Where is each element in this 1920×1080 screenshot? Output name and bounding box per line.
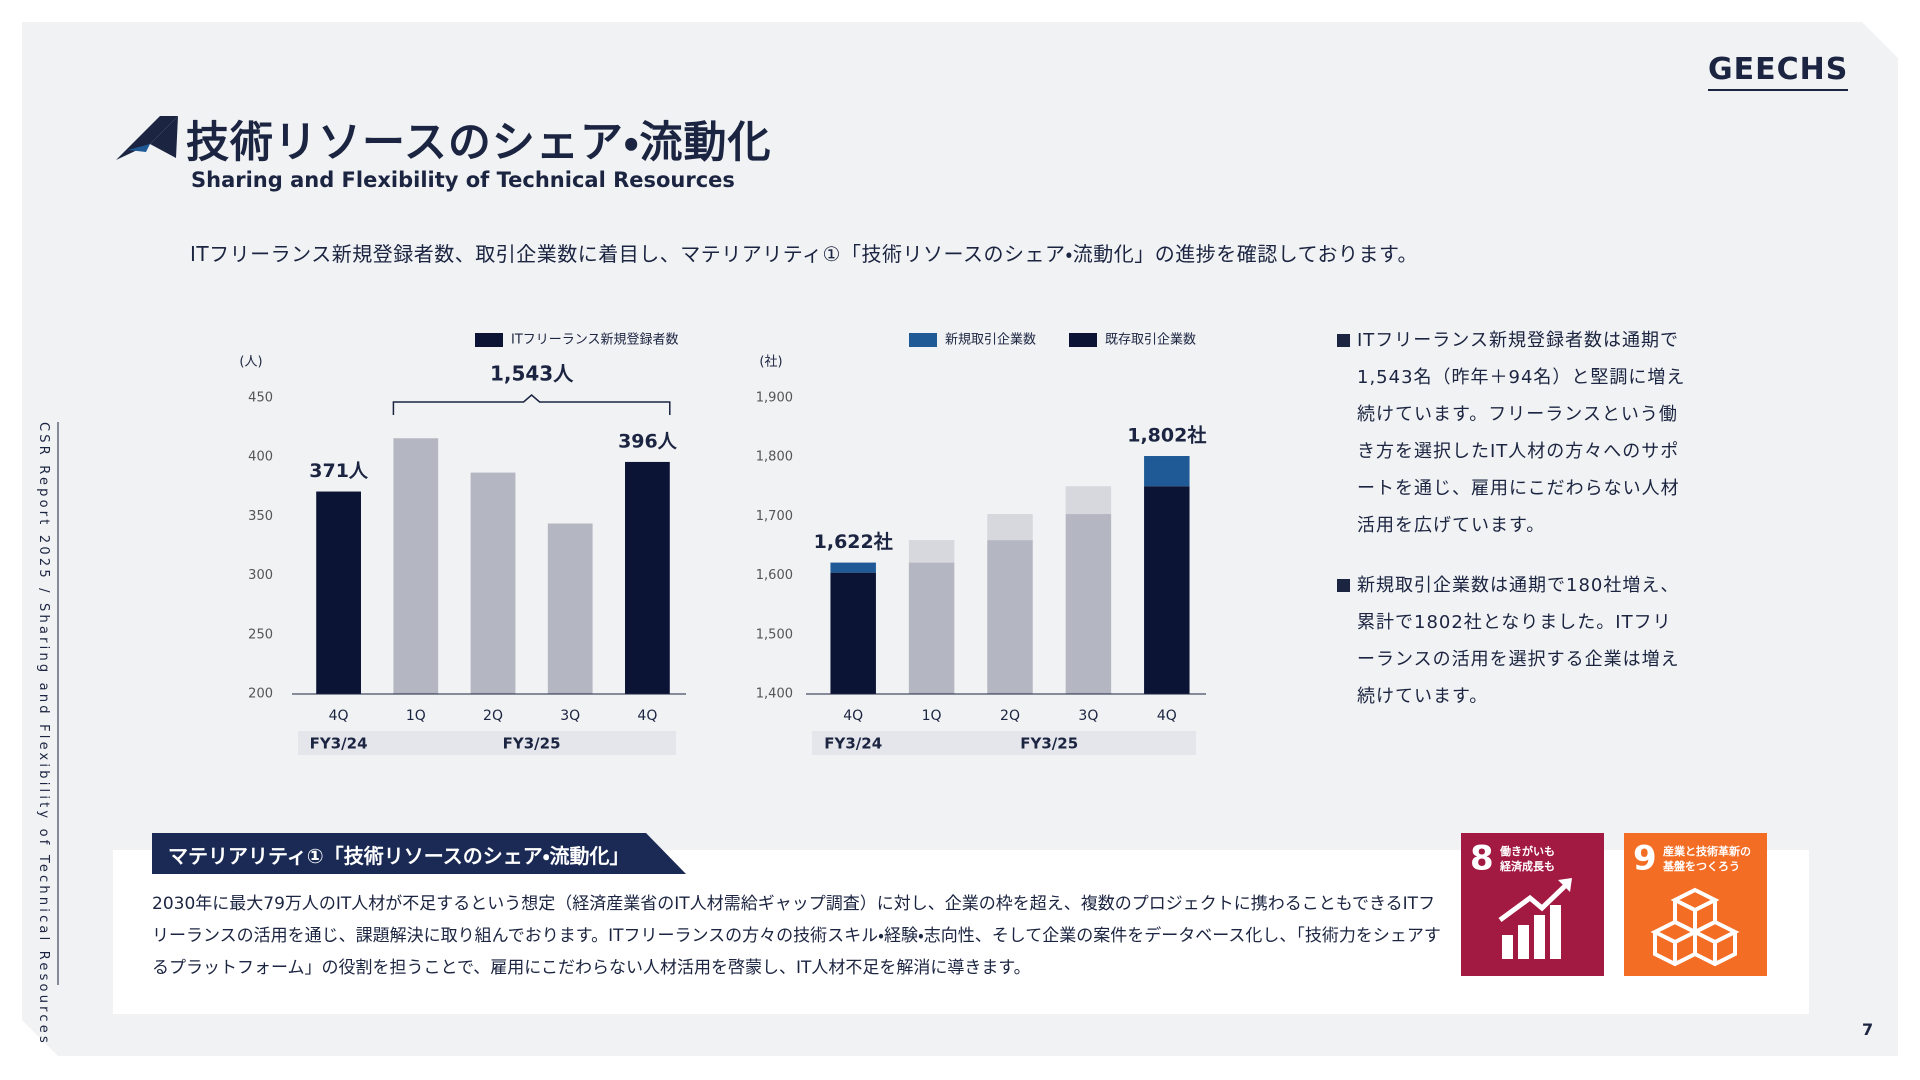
y-tick-label: 400 bbox=[248, 450, 273, 465]
x-tick-label: 3Q bbox=[1078, 708, 1098, 724]
y-tick-label: 1,400 bbox=[756, 687, 793, 702]
legend-swatch bbox=[475, 333, 503, 347]
side-caption: CSR Report 2025 / Sharing and Flexibilit… bbox=[36, 422, 51, 1046]
sdg-9: 9 産業と技術革新の 基盤をつくろう bbox=[1624, 833, 1767, 976]
y-tick-label: 1,600 bbox=[756, 568, 793, 583]
icon-stroke bbox=[150, 116, 178, 158]
materiality-tab bbox=[152, 833, 686, 874]
sdg-label: 産業と技術革新の bbox=[1663, 844, 1751, 858]
sdg-8: 8 働きがいも 経済成長も bbox=[1461, 833, 1604, 976]
legend-swatch bbox=[1069, 333, 1097, 347]
fiscal-band bbox=[812, 731, 1196, 755]
y-tick-label: 1,900 bbox=[756, 391, 793, 406]
bar-segment bbox=[830, 562, 876, 573]
materiality-body: 2030年に最大79万人のIT人材が不足するという想定（経済産業省のIT人材需給… bbox=[152, 894, 1441, 978]
y-tick-label: 1,700 bbox=[756, 509, 793, 524]
x-tick-label: 4Q bbox=[637, 708, 657, 724]
sdg-label: 経済成長も bbox=[1499, 859, 1555, 873]
bar-segment bbox=[830, 572, 876, 694]
bar bbox=[393, 438, 439, 694]
bar-segment bbox=[987, 540, 1033, 694]
sdg-number: 9 bbox=[1633, 839, 1657, 879]
chart: 1,400 1,500 1,600 1,700 1,800 1,900 (社) 1,622社 1… bbox=[756, 332, 1206, 755]
fiscal-label: FY3/24 bbox=[824, 735, 882, 753]
y-tick-label: 350 bbox=[248, 509, 273, 524]
y-tick-label: 250 bbox=[248, 627, 273, 642]
bracket bbox=[392, 394, 671, 415]
bar bbox=[470, 472, 516, 694]
sdg-label: 働きがいも bbox=[1499, 844, 1555, 858]
slide-background bbox=[22, 22, 1898, 1056]
bar-segment bbox=[1065, 486, 1112, 515]
x-tick-label: 4Q bbox=[843, 708, 863, 724]
y-tick-label: 200 bbox=[248, 687, 273, 702]
bar-segment bbox=[987, 514, 1033, 541]
sdg-icon bbox=[1650, 887, 1740, 967]
x-tick-label: 1Q bbox=[406, 708, 426, 724]
legend-label: ITフリーランス新規登録者数 bbox=[511, 333, 679, 348]
y-tick-label: 300 bbox=[248, 568, 273, 583]
note: ITフリーランス新規登録者数は通期で1,543名（昨年＋94名）と堅調に増え続け… bbox=[1337, 322, 1687, 544]
note: 新規取引企業数は通期で180社増え、累計で1802社となりました。ITフリーラン… bbox=[1337, 567, 1687, 715]
fiscal-label: FY3/25 bbox=[1020, 735, 1078, 753]
fiscal-label: FY3/24 bbox=[310, 735, 368, 753]
icon-accent bbox=[128, 144, 150, 152]
x-tick-label: 4Q bbox=[1157, 708, 1177, 724]
legend-label: 新規取引企業数 bbox=[945, 332, 1036, 348]
sdg-icon bbox=[1498, 878, 1572, 959]
sdg-label: 基盤をつくろう bbox=[1662, 859, 1740, 873]
bar-segment bbox=[1065, 514, 1112, 694]
value-label: 396人 bbox=[618, 430, 678, 452]
total-label: 1,802社 bbox=[1127, 424, 1206, 447]
bar-segment bbox=[908, 540, 955, 563]
bar-segment bbox=[908, 562, 955, 694]
x-tick-label: 1Q bbox=[922, 708, 942, 724]
axis-unit: (社) bbox=[759, 355, 782, 370]
fiscal-band bbox=[298, 731, 676, 755]
y-tick-label: 1,800 bbox=[756, 450, 793, 465]
page-number: 7 bbox=[1862, 1020, 1874, 1039]
icon-stroke bbox=[116, 116, 178, 160]
value-label: 371人 bbox=[309, 460, 369, 482]
sdg-tile bbox=[1461, 833, 1604, 976]
bracket-label: 1,543人 bbox=[490, 362, 574, 386]
bar bbox=[316, 491, 361, 694]
logo: GEECHS bbox=[1708, 52, 1849, 91]
total-label: 1,622社 bbox=[814, 530, 893, 553]
brand-icon bbox=[116, 116, 178, 160]
bar bbox=[625, 461, 670, 694]
x-tick-label: 2Q bbox=[483, 708, 503, 724]
y-tick-label: 450 bbox=[248, 391, 273, 406]
fiscal-label: FY3/25 bbox=[503, 735, 561, 753]
page-subtitle: Sharing and Flexibility of Technical Res… bbox=[191, 168, 735, 192]
axis-unit: (人) bbox=[239, 355, 262, 370]
x-tick-label: 2Q bbox=[1000, 708, 1020, 724]
x-tick-label: 4Q bbox=[329, 708, 349, 724]
materiality-title: マテリアリティ①「技術リソースのシェア・流動化」 bbox=[168, 844, 630, 868]
chart: 200 250 300 350 400 450 (人) 371人 396人 ITフリーランス新規登… bbox=[239, 333, 686, 755]
intro-text: ITフリーランス新規登録者数、取引企業数に着目し、マテリアリティ①「技術リソース… bbox=[190, 242, 1419, 266]
y-tick-label: 1,500 bbox=[756, 627, 793, 642]
bar-segment bbox=[1144, 456, 1190, 487]
sdg-number: 8 bbox=[1470, 839, 1494, 879]
page-title: 技術リソースのシェア・流動化 bbox=[186, 118, 772, 168]
bar-segment bbox=[1144, 486, 1190, 694]
legend-label: 既存取引企業数 bbox=[1105, 332, 1196, 348]
legend-swatch bbox=[909, 333, 937, 347]
x-tick-label: 3Q bbox=[560, 708, 580, 724]
bar bbox=[547, 523, 593, 694]
